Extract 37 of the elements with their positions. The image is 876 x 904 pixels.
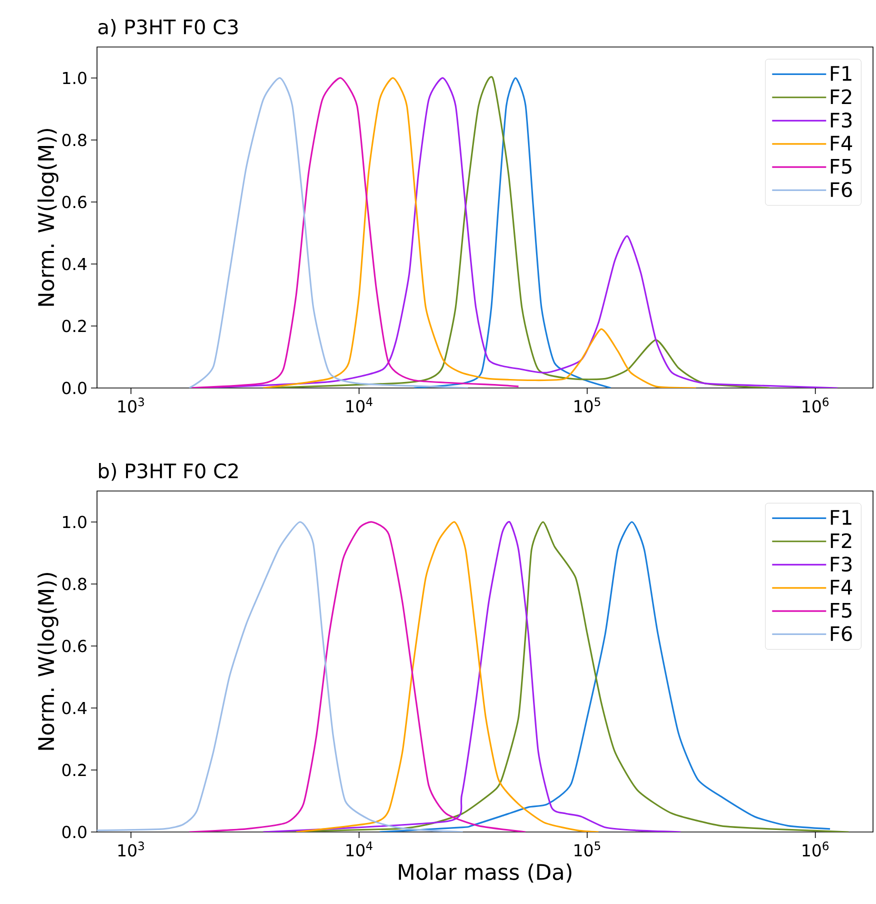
- legend-label: F1: [830, 510, 852, 525]
- x-tick-label: 10$^{4}$: [346, 398, 372, 412]
- chart-title: b) P3HT F0 C2: [99, 462, 238, 481]
- y-tick-label: 0.4: [62, 258, 87, 270]
- x-tick-label: 10$^{6}$: [802, 842, 829, 857]
- legend-label: F3: [830, 556, 852, 572]
- legend-label: F6: [830, 182, 852, 198]
- legend-label: F5: [830, 602, 852, 618]
- x-tick-label: 10$^{3}$: [118, 842, 144, 857]
- legend-label: F4: [830, 580, 852, 594]
- y-tick-label: 0.0: [62, 382, 86, 394]
- legend-label: F3: [830, 112, 852, 128]
- y-tick-label: 0.4: [62, 702, 87, 714]
- legend-label: F2: [830, 533, 852, 548]
- y-tick-label: 0.6: [62, 640, 86, 652]
- legend-label: F4: [830, 136, 852, 150]
- y-axis-title: Norm. W(log(M)): [38, 572, 58, 750]
- legend-label: F1: [830, 66, 852, 81]
- y-tick-label: 0.6: [62, 196, 86, 208]
- x-tick-label: 10$^{6}$: [802, 398, 829, 413]
- y-tick-label: 0.8: [62, 134, 86, 146]
- legend-label: F6: [830, 626, 852, 642]
- chart-title: a) P3HT F0 C3: [98, 18, 238, 37]
- y-tick-label: 0.0: [62, 826, 86, 838]
- x-tick-label: 10$^{3}$: [118, 398, 144, 413]
- y-tick-label: 1.0: [63, 72, 86, 84]
- y-axis-title: Norm. W(log(M)): [38, 128, 58, 306]
- y-tick-label: 1.0: [63, 516, 86, 528]
- legend-label: F5: [830, 158, 852, 174]
- x-tick-label: 10$^{5}$: [574, 842, 600, 856]
- y-tick-label: 0.2: [62, 320, 86, 332]
- y-tick-label: 0.8: [62, 578, 86, 590]
- x-axis-title: Molar mass (Da): [398, 863, 572, 883]
- x-tick-label: 10$^{5}$: [574, 398, 600, 412]
- legend-label: F2: [830, 89, 852, 104]
- x-tick-label: 10$^{4}$: [346, 842, 372, 856]
- y-tick-label: 0.2: [62, 764, 86, 776]
